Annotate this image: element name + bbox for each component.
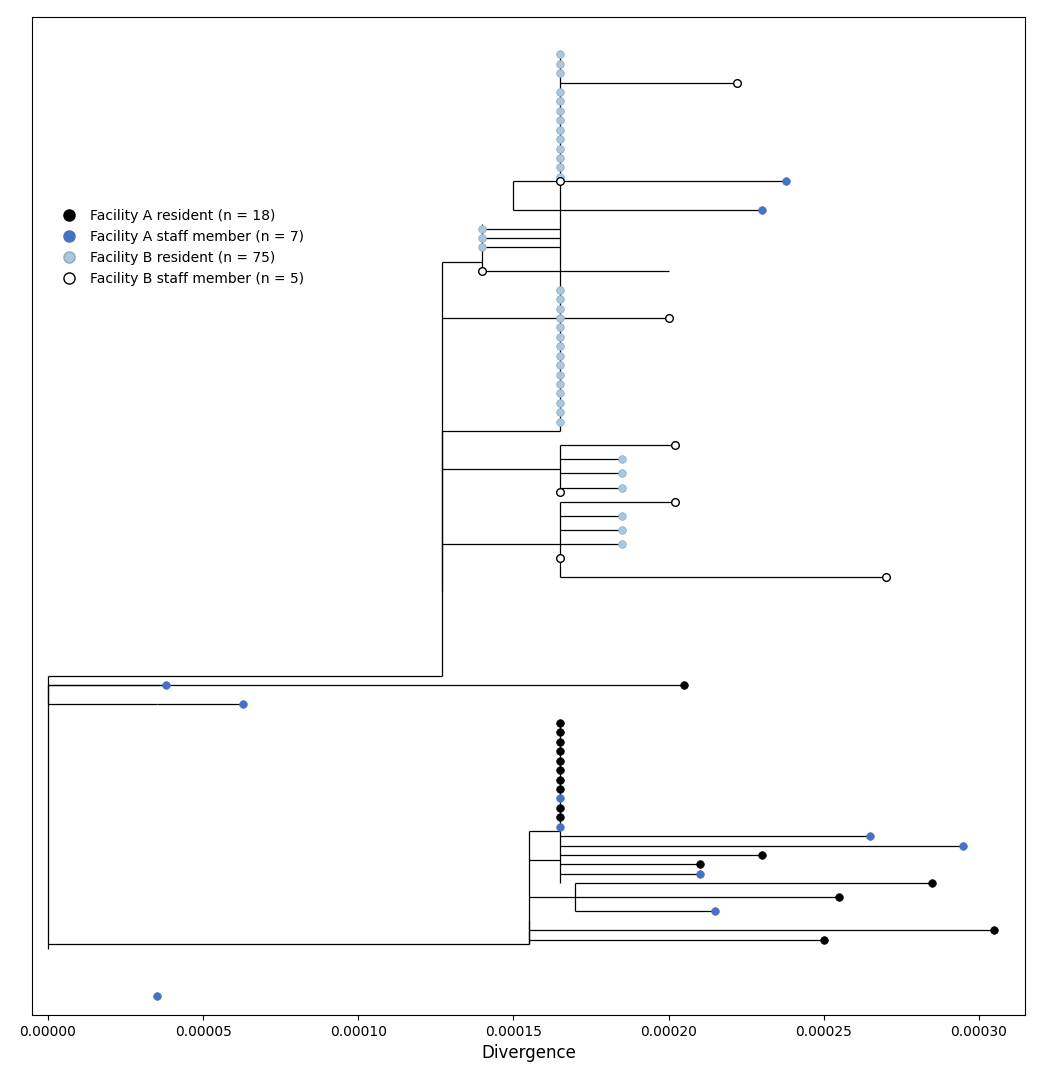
X-axis label: Divergence: Divergence (481, 1044, 576, 1063)
Legend: Facility A resident (n = 18), Facility A staff member (n = 7), Facility B reside: Facility A resident (n = 18), Facility A… (49, 203, 309, 291)
